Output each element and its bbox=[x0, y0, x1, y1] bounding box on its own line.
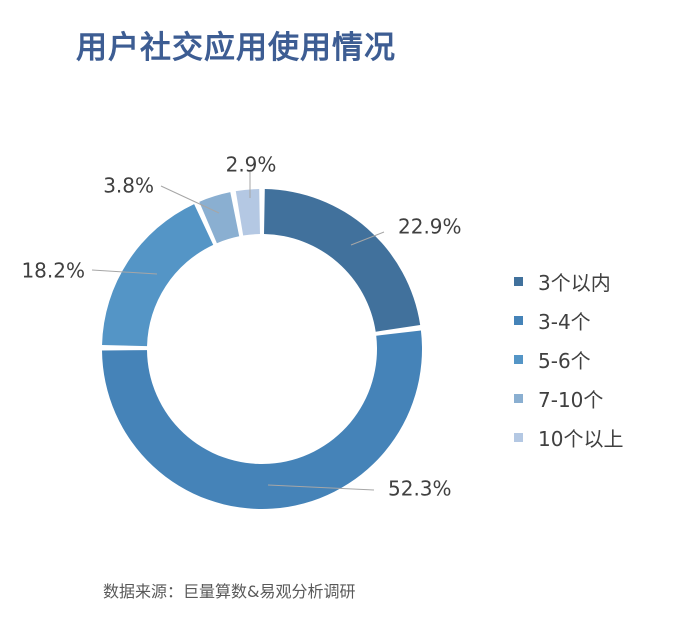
legend-swatch bbox=[514, 316, 523, 325]
legend-label: 3个以内 bbox=[538, 271, 611, 295]
legend: 3个以内 3-4个 5-6个 7-10个 10个以上 bbox=[514, 262, 623, 457]
legend-label: 5-6个 bbox=[538, 349, 591, 373]
legend-swatch bbox=[514, 394, 523, 403]
legend-swatch bbox=[514, 433, 523, 442]
leader-line-2 bbox=[267, 484, 375, 491]
legend-item-1: 3个以内 bbox=[514, 262, 623, 301]
legend-label: 7-10个 bbox=[538, 388, 604, 412]
donut-slice-4 bbox=[199, 192, 240, 244]
legend-item-4: 7-10个 bbox=[514, 379, 623, 418]
data-label-3: 18.2% bbox=[21, 259, 85, 283]
leader-line-4 bbox=[160, 185, 220, 214]
donut-slice-2 bbox=[102, 330, 422, 509]
data-label-1: 22.9% bbox=[398, 215, 462, 239]
data-label-4: 3.8% bbox=[103, 174, 154, 198]
legend-item-5: 10个以上 bbox=[514, 418, 623, 457]
legend-item-3: 5-6个 bbox=[514, 340, 623, 379]
legend-swatch bbox=[514, 355, 523, 364]
donut-slice-5 bbox=[235, 189, 260, 236]
donut-slice-3 bbox=[102, 204, 214, 347]
data-label-2: 52.3% bbox=[388, 477, 452, 501]
legend-label: 3-4个 bbox=[538, 310, 591, 334]
legend-item-2: 3-4个 bbox=[514, 301, 623, 340]
leader-line-3 bbox=[91, 269, 158, 275]
donut-slice-1 bbox=[264, 189, 421, 332]
data-label-5: 2.9% bbox=[226, 153, 277, 177]
legend-label: 10个以上 bbox=[538, 427, 624, 451]
data-source-note: 数据来源：巨量算数&易观分析调研 bbox=[103, 582, 356, 601]
leader-line-1 bbox=[350, 231, 385, 246]
legend-swatch bbox=[514, 277, 523, 286]
chart-title: 用户社交应用使用情况 bbox=[76, 30, 396, 66]
